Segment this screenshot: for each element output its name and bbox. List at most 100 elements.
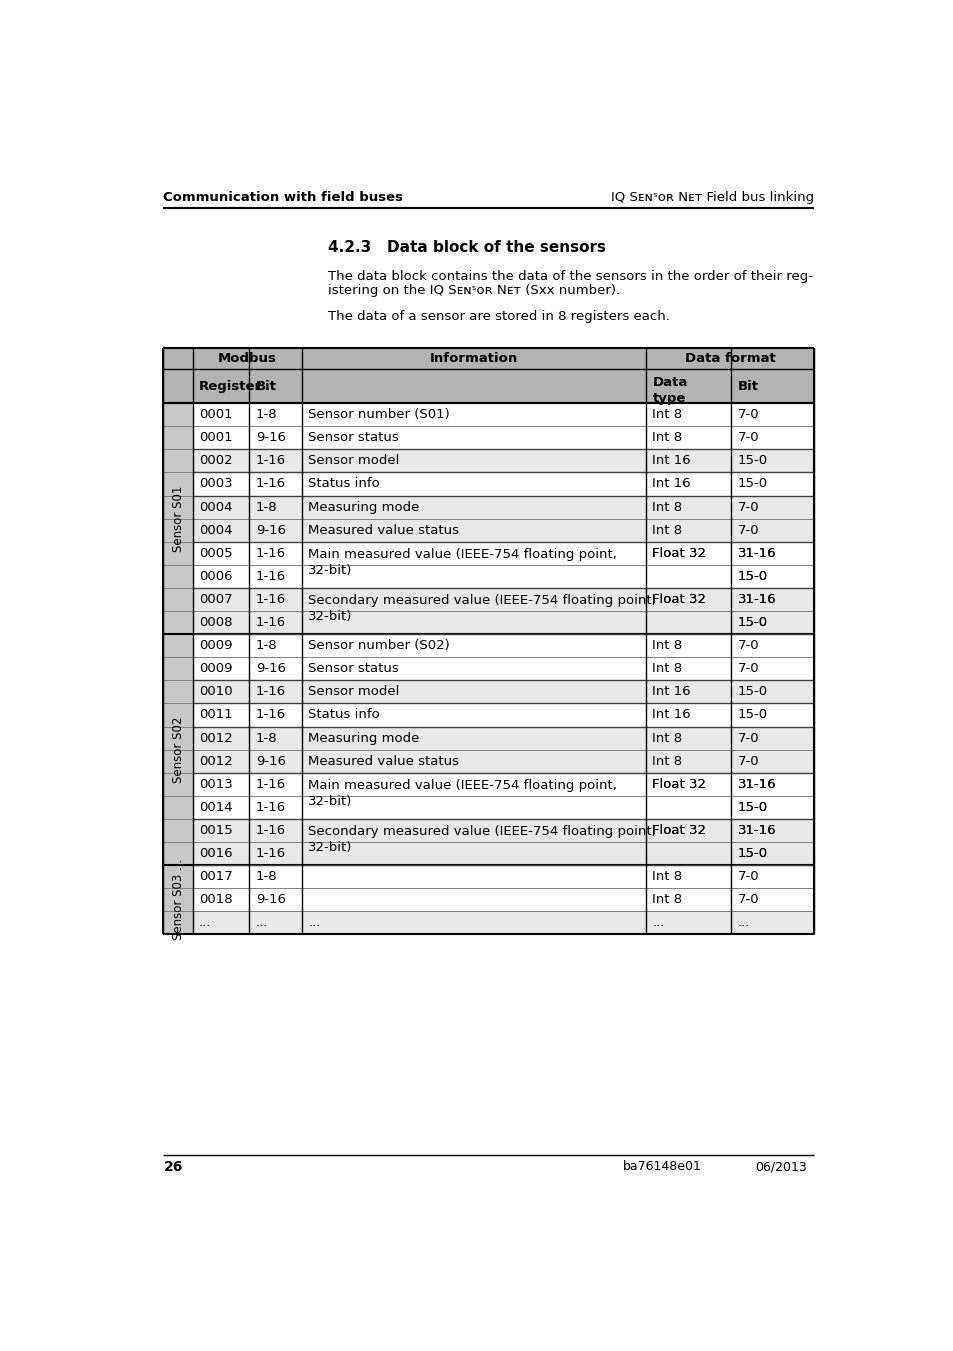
Bar bbox=[302, 773, 645, 819]
Text: Secondary measured value (IEEE-754 floating point,
32-bit): Secondary measured value (IEEE-754 float… bbox=[308, 594, 656, 623]
Text: Sensor S02: Sensor S02 bbox=[172, 716, 185, 782]
Text: 0016: 0016 bbox=[199, 847, 233, 861]
Text: Register: Register bbox=[199, 380, 262, 393]
Text: 4.2.3   Data block of the sensors: 4.2.3 Data block of the sensors bbox=[328, 240, 606, 255]
Text: Sensor number (S01): Sensor number (S01) bbox=[308, 408, 450, 422]
Text: 0005: 0005 bbox=[199, 547, 233, 559]
Text: 0004: 0004 bbox=[199, 524, 233, 536]
Text: 0001: 0001 bbox=[199, 408, 233, 422]
Text: Measured value status: Measured value status bbox=[308, 755, 458, 767]
Bar bbox=[193, 888, 814, 912]
Bar bbox=[645, 588, 731, 634]
Bar bbox=[645, 347, 814, 403]
Text: Float 32: Float 32 bbox=[652, 824, 706, 838]
Bar bbox=[193, 565, 814, 588]
Text: 0001: 0001 bbox=[199, 431, 233, 444]
Text: 31-16: 31-16 bbox=[737, 778, 776, 790]
Bar bbox=[193, 819, 814, 842]
Bar bbox=[193, 773, 814, 796]
Text: Int 16: Int 16 bbox=[652, 454, 690, 467]
Bar bbox=[731, 819, 814, 865]
Text: 31-16: 31-16 bbox=[737, 593, 776, 607]
Text: Sensor S01: Sensor S01 bbox=[172, 485, 185, 551]
Text: 15-0: 15-0 bbox=[737, 616, 767, 630]
Text: 15-0: 15-0 bbox=[737, 477, 767, 490]
Bar bbox=[193, 842, 814, 865]
Text: 0002: 0002 bbox=[199, 454, 233, 467]
Text: 1-8: 1-8 bbox=[255, 408, 277, 422]
Text: 1-8: 1-8 bbox=[255, 501, 277, 513]
Text: 0009: 0009 bbox=[199, 639, 233, 653]
Text: Modbus: Modbus bbox=[217, 353, 276, 365]
Text: 0003: 0003 bbox=[199, 477, 233, 490]
Text: 9-16: 9-16 bbox=[255, 524, 285, 536]
Text: Int 8: Int 8 bbox=[652, 524, 681, 536]
Text: Measured value status: Measured value status bbox=[308, 524, 458, 536]
Bar bbox=[731, 773, 814, 819]
Text: 15-0: 15-0 bbox=[737, 708, 767, 721]
Bar bbox=[163, 865, 193, 935]
Text: ...: ... bbox=[652, 916, 664, 929]
Text: 1-16: 1-16 bbox=[255, 593, 286, 607]
Text: 1-16: 1-16 bbox=[255, 708, 286, 721]
Bar bbox=[645, 773, 731, 819]
Text: Communication with field buses: Communication with field buses bbox=[163, 190, 403, 204]
Text: ...: ... bbox=[737, 916, 749, 929]
Text: 1-16: 1-16 bbox=[255, 824, 286, 838]
Text: 0011: 0011 bbox=[199, 708, 233, 721]
Text: 15-0: 15-0 bbox=[737, 801, 767, 813]
Text: Sensor number (S02): Sensor number (S02) bbox=[308, 639, 450, 653]
Text: ba76148e01: ba76148e01 bbox=[622, 1161, 701, 1174]
Text: 7-0: 7-0 bbox=[737, 501, 759, 513]
Text: The data block contains the data of the sensors in the order of their reg-: The data block contains the data of the … bbox=[328, 270, 813, 284]
Text: 0004: 0004 bbox=[199, 501, 233, 513]
Text: 1-16: 1-16 bbox=[255, 801, 286, 813]
Bar bbox=[163, 403, 193, 634]
Text: 0012: 0012 bbox=[199, 732, 233, 744]
Text: 15-0: 15-0 bbox=[737, 616, 767, 630]
Bar bbox=[193, 611, 814, 634]
Text: Secondary measured value (IEEE-754 floating point,
32-bit): Secondary measured value (IEEE-754 float… bbox=[308, 825, 656, 854]
Text: 9-16: 9-16 bbox=[255, 893, 285, 907]
Text: 15-0: 15-0 bbox=[737, 685, 767, 698]
Text: Float 32: Float 32 bbox=[652, 547, 706, 559]
Bar bbox=[731, 542, 814, 588]
Text: 31-16: 31-16 bbox=[737, 547, 776, 559]
Text: Status info: Status info bbox=[308, 477, 379, 490]
Text: 7-0: 7-0 bbox=[737, 524, 759, 536]
Text: Data
type: Data type bbox=[652, 377, 687, 405]
Text: 0013: 0013 bbox=[199, 778, 233, 790]
Text: 06/2013: 06/2013 bbox=[754, 1161, 805, 1174]
Text: 0012: 0012 bbox=[199, 755, 233, 767]
Text: 15-0: 15-0 bbox=[737, 847, 767, 861]
Bar bbox=[193, 403, 814, 426]
Text: 1-16: 1-16 bbox=[255, 778, 286, 790]
Text: Sensor status: Sensor status bbox=[308, 431, 398, 444]
Text: 0010: 0010 bbox=[199, 685, 233, 698]
Text: 15-0: 15-0 bbox=[737, 570, 767, 582]
Text: 7-0: 7-0 bbox=[737, 639, 759, 653]
Text: 0009: 0009 bbox=[199, 662, 233, 676]
Text: 31-16: 31-16 bbox=[737, 593, 776, 607]
Bar bbox=[193, 865, 814, 888]
Bar bbox=[645, 819, 731, 865]
Text: Data format: Data format bbox=[684, 353, 775, 365]
Text: 15-0: 15-0 bbox=[737, 570, 767, 582]
Text: 9-16: 9-16 bbox=[255, 431, 285, 444]
Bar bbox=[302, 819, 645, 865]
Bar bbox=[163, 347, 193, 403]
Text: Float 32: Float 32 bbox=[652, 593, 706, 607]
Text: 26: 26 bbox=[163, 1161, 183, 1174]
Text: 15-0: 15-0 bbox=[737, 454, 767, 467]
Text: 9-16: 9-16 bbox=[255, 755, 285, 767]
Bar bbox=[193, 912, 814, 935]
Text: 1-16: 1-16 bbox=[255, 454, 286, 467]
Bar bbox=[193, 750, 814, 773]
Bar bbox=[731, 588, 814, 634]
Text: Int 16: Int 16 bbox=[652, 477, 690, 490]
Text: Int 8: Int 8 bbox=[652, 870, 681, 884]
Text: Measuring mode: Measuring mode bbox=[308, 732, 419, 744]
Text: 1-16: 1-16 bbox=[255, 616, 286, 630]
Text: 7-0: 7-0 bbox=[737, 732, 759, 744]
Text: 0007: 0007 bbox=[199, 593, 233, 607]
